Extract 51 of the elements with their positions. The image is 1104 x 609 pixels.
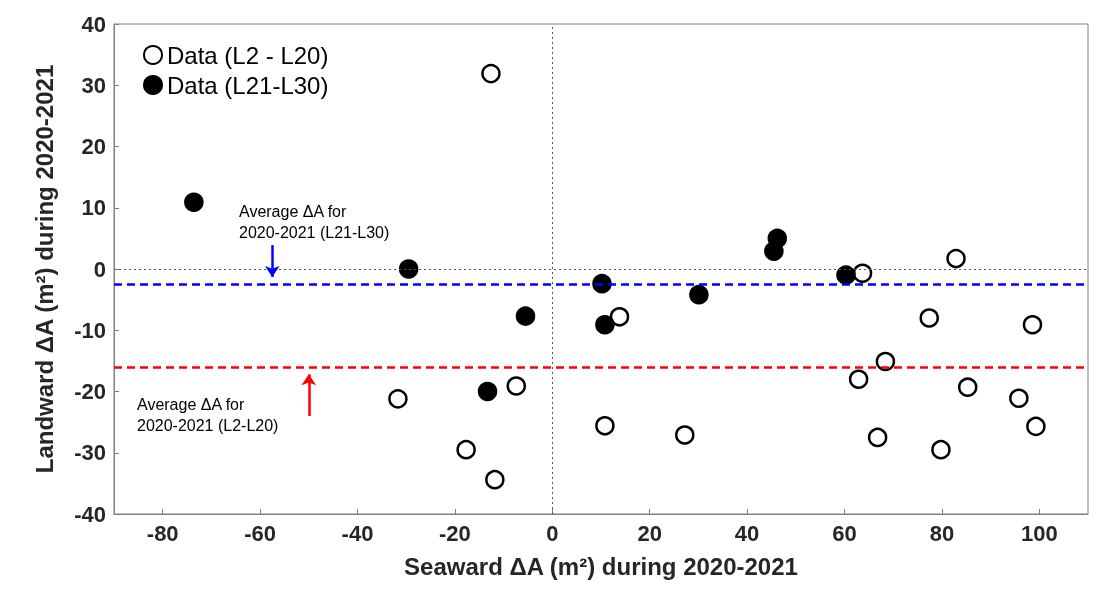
x-tick-label: -40 (341, 520, 374, 546)
y-tick-label: -10 (74, 317, 106, 343)
point (852, 263, 873, 284)
y-tick-label: -20 (74, 379, 106, 404)
point (675, 425, 695, 445)
y-tick-label: -30 (74, 440, 106, 466)
point (184, 192, 204, 212)
y-axis-title: Landward ΔA (m²) during 2020-2021 (30, 64, 58, 474)
point (931, 439, 951, 460)
y-tick-label: 20 (81, 134, 106, 159)
y-tick-label: 40 (81, 11, 106, 37)
point (477, 381, 498, 402)
point (836, 265, 856, 285)
y-tick-label: 0 (93, 256, 106, 282)
point (1026, 416, 1046, 437)
x-tick-label: 20 (637, 520, 662, 546)
x-axis-title: Seaward ΔA (m²) during 2020-2021 (404, 552, 798, 580)
x-tick-label: 0 (546, 520, 559, 546)
point (867, 427, 888, 448)
ref-line-label: Average ΔA for 2020-2021 (L2-L20) (137, 396, 279, 434)
y-tick-label: -40 (74, 501, 106, 527)
x-tick-label: -20 (439, 520, 471, 546)
point (919, 308, 939, 328)
legend-label: Data (L21-L30) (167, 71, 329, 99)
point (398, 259, 419, 279)
x-tick-label: 40 (734, 520, 760, 546)
point (946, 248, 966, 269)
y-tick-label: 10 (81, 195, 106, 221)
point (388, 389, 408, 409)
point (1009, 388, 1029, 408)
point (848, 369, 869, 389)
legend-label: Data (L2 - L20) (167, 41, 329, 69)
point (485, 469, 505, 490)
ref-line-label: Average ΔA for 2020-2021 (L21-L30) (239, 203, 390, 242)
x-tick-label: -80 (146, 520, 179, 546)
point (595, 314, 615, 335)
point (1022, 314, 1043, 335)
x-tick-label: 100 (1020, 520, 1058, 546)
x-tick-label: -60 (244, 520, 276, 546)
point (609, 307, 630, 327)
point (767, 228, 788, 249)
point (689, 284, 709, 305)
point (957, 377, 978, 397)
point (456, 439, 476, 460)
x-tick-label: 60 (832, 520, 857, 546)
x-tick-label: 80 (929, 520, 955, 546)
point (506, 376, 527, 396)
point (515, 306, 536, 326)
point (595, 416, 615, 436)
point (481, 63, 501, 84)
y-tick-label: 30 (81, 72, 106, 98)
